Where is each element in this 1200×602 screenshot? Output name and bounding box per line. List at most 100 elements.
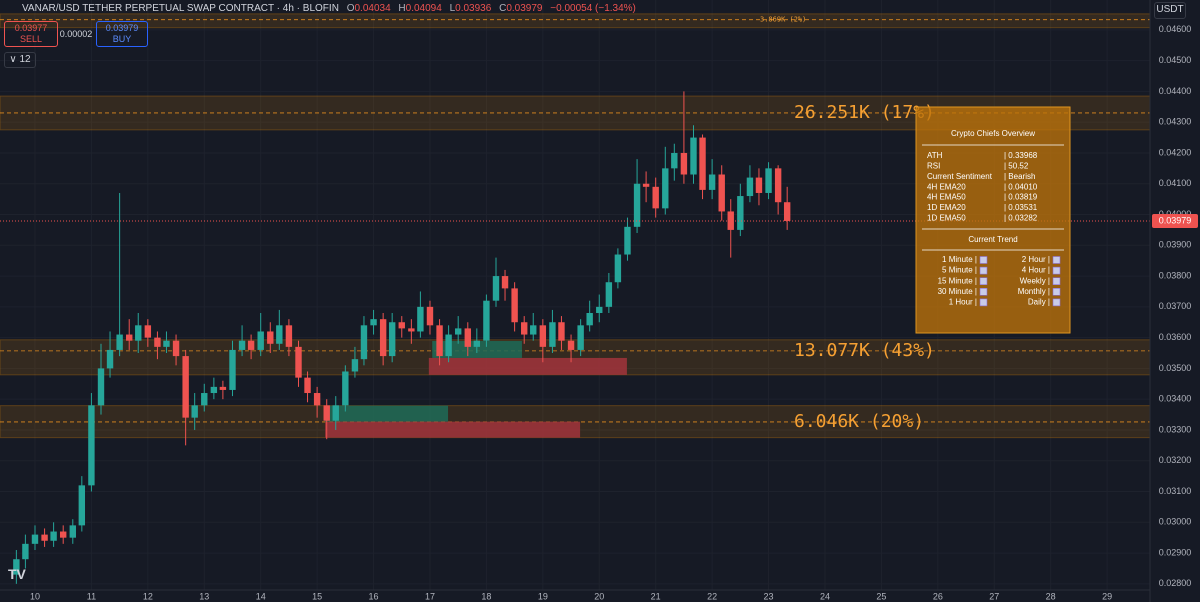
candle-body [154, 337, 161, 347]
candle-body [511, 288, 518, 323]
candle-body [116, 334, 123, 350]
trend-label: 1 Minute | [942, 255, 977, 264]
y-tick-label: 0.03200 [1159, 455, 1192, 465]
candle-body [614, 254, 622, 283]
overview-key: 4H EMA20 [927, 182, 966, 191]
y-tick-label: 0.02900 [1159, 547, 1192, 557]
candle-body [88, 405, 95, 486]
x-tick-label: 14 [256, 591, 266, 601]
x-tick-label: 13 [199, 591, 209, 601]
trend-label: Daily | [1028, 298, 1050, 307]
order-block [428, 357, 627, 375]
candle-body [690, 137, 697, 175]
candle-body [172, 340, 180, 357]
candle-body [642, 183, 650, 187]
candle-body [586, 313, 593, 326]
trend-icon [979, 277, 988, 286]
l-value: 0.03936 [455, 3, 492, 14]
overview-key: 1D EMA50 [927, 214, 966, 223]
candle-body [313, 393, 321, 406]
trend-label: Weekly | [1020, 276, 1050, 285]
sell-button[interactable]: 0.03977 SELL [4, 21, 58, 47]
indicator-count: 12 [19, 54, 31, 65]
candle-body [78, 485, 86, 526]
trend-icon [1052, 277, 1061, 286]
volume-zone [0, 13, 1151, 29]
h-value: 0.04094 [405, 3, 442, 14]
candle-body [727, 211, 734, 230]
y-tick-label: 0.04100 [1159, 178, 1192, 188]
candle-body [379, 319, 387, 357]
x-tick-label: 20 [594, 591, 604, 601]
y-tick-label: 0.03300 [1159, 424, 1192, 434]
overview-value: | 0.03819 [1004, 193, 1038, 202]
candle-body [501, 276, 509, 289]
y-tick-label: 0.04000 [1159, 209, 1192, 219]
y-tick-label: 0.04200 [1159, 147, 1192, 157]
order-block [325, 405, 449, 422]
candle-body [360, 325, 368, 360]
candle-body [295, 346, 302, 378]
candle-body [624, 226, 631, 255]
candle-body [276, 325, 283, 344]
price-axis [1150, 0, 1200, 602]
candle-body [247, 340, 255, 350]
y-tick-label: 0.03600 [1159, 332, 1192, 342]
overview-key: RSI [927, 162, 940, 171]
candle-body [774, 168, 782, 203]
trend-label: 15 Minute | [938, 276, 977, 285]
candle-body [699, 137, 706, 190]
candle-body [708, 174, 716, 190]
candle-body [755, 177, 763, 193]
x-tick-label: 24 [820, 591, 830, 601]
candle-body [549, 322, 556, 347]
x-tick-label: 21 [651, 591, 661, 601]
trend-icon [979, 287, 988, 296]
currency-selector[interactable]: USDT [1154, 2, 1186, 19]
trend-label: 30 Minute | [938, 287, 977, 296]
indicator-toggle[interactable]: ∨ 12 [4, 52, 36, 68]
candle-body [436, 325, 443, 357]
candle-body [464, 328, 471, 347]
overview-title: Crypto Chiefs Overview [951, 129, 1035, 138]
o-key: O [346, 3, 355, 14]
zone-label: 3.869K (2%) [760, 16, 806, 24]
trend-icon [1052, 266, 1061, 275]
candle-body [267, 331, 274, 344]
overview-key: Current Sentiment [927, 172, 993, 181]
candle-body [285, 325, 293, 347]
y-tick-label: 0.04600 [1159, 24, 1192, 34]
candle-body [483, 300, 490, 341]
c-value: 0.03979 [506, 3, 543, 14]
x-tick-label: 19 [538, 591, 548, 601]
candle-body [445, 334, 452, 357]
overview-value: | 0.04010 [1004, 182, 1038, 191]
trend-label: 1 Hour | [949, 298, 977, 307]
buy-label: BUY [112, 34, 132, 44]
symbol-title: VANAR/USD TETHER PERPETUAL SWAP CONTRACT… [22, 3, 339, 14]
candle-body [50, 531, 57, 541]
x-tick-label: 29 [1102, 591, 1112, 601]
overview-key: 4H EMA50 [927, 193, 966, 202]
y-tick-label: 0.04500 [1159, 55, 1192, 65]
order-block [325, 421, 581, 438]
candle-body [97, 368, 105, 406]
candle-body [521, 322, 528, 335]
candle-body [426, 306, 434, 326]
overview-value: | 0.03282 [1004, 214, 1038, 223]
buy-button[interactable]: 0.03979 BUY [96, 21, 148, 47]
candle-body [219, 386, 227, 390]
candle-body [417, 306, 424, 332]
buy-price: 0.03979 [105, 23, 139, 33]
candle-body [671, 152, 678, 169]
header: VANAR/USD TETHER PERPETUAL SWAP CONTRACT… [22, 3, 636, 14]
sell-label: SELL [19, 34, 43, 44]
candle-body [567, 340, 575, 350]
y-tick-label: 0.04400 [1159, 86, 1192, 96]
candle-body [304, 377, 311, 394]
overview-value: | Bearish [1004, 172, 1035, 181]
trend-label: 4 Hour | [1022, 266, 1050, 275]
x-tick-label: 27 [989, 591, 999, 601]
